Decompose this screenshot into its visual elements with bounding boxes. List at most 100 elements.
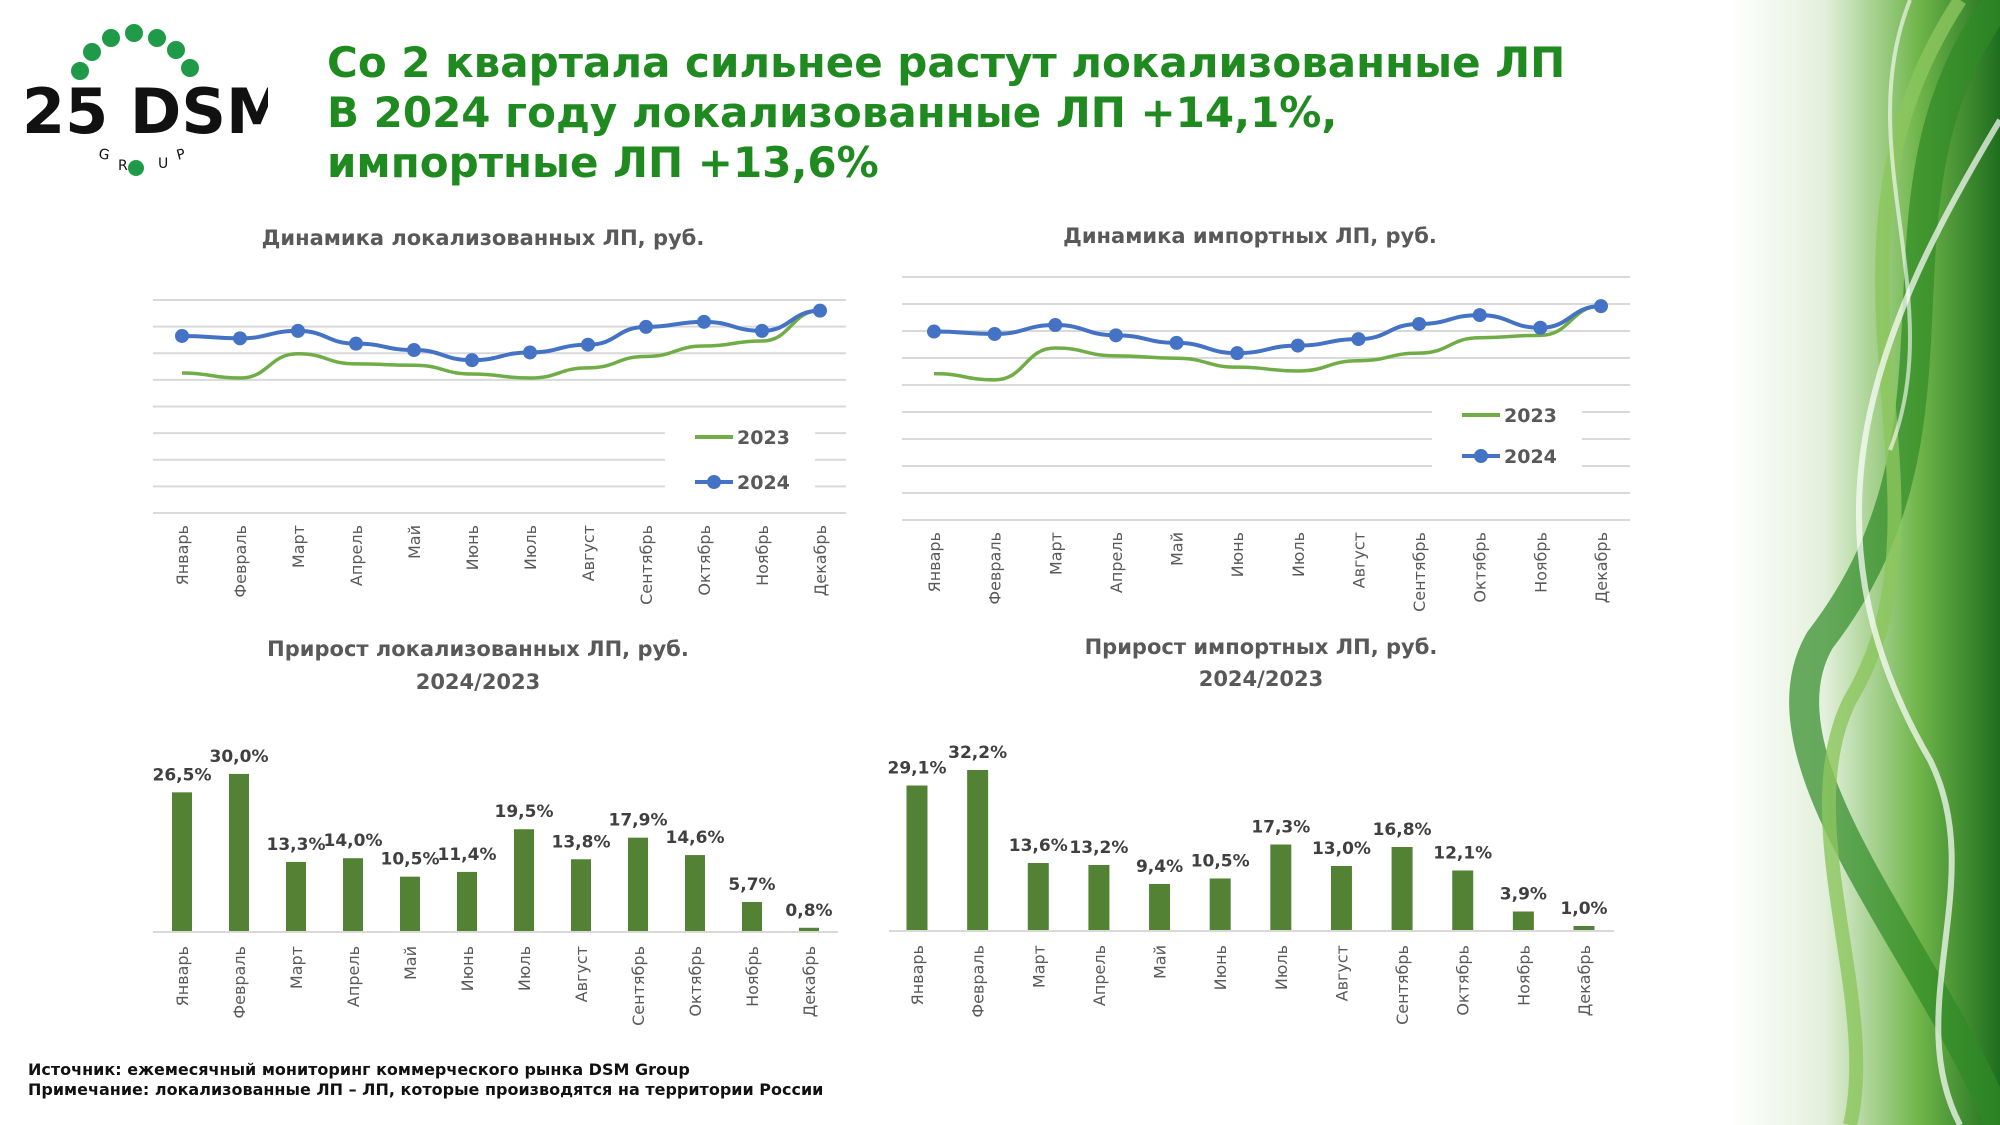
title-line-3: импортные ЛП +13,6% bbox=[327, 138, 879, 187]
x-tick-label: Октябрь bbox=[1454, 945, 1473, 1016]
data-label: 26,5% bbox=[153, 765, 212, 785]
bar bbox=[906, 785, 928, 931]
bar bbox=[1512, 911, 1534, 931]
x-tick-label: Сентябрь bbox=[1410, 532, 1429, 612]
data-label: 13,6% bbox=[1009, 836, 1068, 856]
x-tick-label: Декабрь bbox=[1575, 945, 1594, 1016]
x-tick-label: Сентябрь bbox=[629, 946, 648, 1026]
data-label: 32,2% bbox=[948, 743, 1007, 763]
data-label: 14,6% bbox=[666, 828, 725, 848]
x-tick-label: Август bbox=[572, 946, 591, 1002]
x-tick-label: Июль bbox=[1272, 945, 1291, 990]
bar bbox=[229, 773, 249, 932]
x-tick-label: Октябрь bbox=[695, 525, 714, 596]
bar bbox=[1027, 863, 1049, 931]
x-tick-label: Ноябрь bbox=[1531, 532, 1550, 593]
x-tick-label: Март bbox=[1046, 532, 1065, 575]
title-line-1: Со 2 квартала сильнее растут локализован… bbox=[327, 38, 1566, 87]
series-line-2023 bbox=[933, 304, 1602, 382]
data-label: 9,4% bbox=[1136, 857, 1183, 877]
x-tick-label: Декабрь bbox=[800, 946, 819, 1017]
x-tick-label: Декабрь bbox=[1592, 532, 1611, 603]
footer-notes: Источник: ежемесячный мониторинг коммерч… bbox=[28, 1060, 823, 1100]
chart-title: Прирост локализованных ЛП, руб. bbox=[267, 637, 689, 661]
data-point bbox=[1290, 338, 1305, 353]
data-point bbox=[639, 319, 653, 334]
data-label: 5,7% bbox=[728, 875, 775, 895]
svg-text:U: U bbox=[158, 156, 168, 172]
series-line-2024 bbox=[933, 304, 1602, 356]
x-tick-label: Январь bbox=[908, 945, 927, 1005]
data-point bbox=[813, 303, 827, 318]
line-chart-1: Динамика локализованных ЛП, руб. 2023 2024… bbox=[153, 226, 846, 605]
x-tick-label: Июль bbox=[515, 946, 534, 991]
x-tick-label: Сентябрь bbox=[1393, 945, 1412, 1025]
bar bbox=[286, 861, 306, 932]
x-tick-label: Август bbox=[1349, 532, 1368, 588]
data-point bbox=[1108, 328, 1123, 343]
data-label: 13,8% bbox=[552, 832, 611, 852]
x-tick-label: Январь bbox=[173, 946, 192, 1006]
data-label: 12,1% bbox=[1433, 844, 1492, 864]
chart-title: 2024/2023 bbox=[416, 670, 541, 694]
title-line-2: В 2024 году локализованные ЛП +14,1%, bbox=[327, 88, 1338, 137]
x-tick-label: Май bbox=[1168, 532, 1187, 566]
x-tick-label: Июнь bbox=[1228, 532, 1247, 577]
x-tick-label: Март bbox=[287, 946, 306, 989]
x-tick-label: Февраль bbox=[986, 532, 1005, 605]
x-tick-label: Декабрь bbox=[811, 525, 830, 596]
data-label: 10,5% bbox=[381, 850, 440, 870]
data-point bbox=[1533, 320, 1548, 335]
svg-text:25 DSM: 25 DSM bbox=[22, 75, 268, 148]
data-label: 13,2% bbox=[1069, 838, 1128, 858]
data-label: 1,0% bbox=[1560, 899, 1607, 919]
data-label: 17,9% bbox=[609, 811, 668, 831]
legend-label-2023: 2023 bbox=[1504, 405, 1557, 427]
x-tick-label: Ноябрь bbox=[1514, 945, 1533, 1006]
data-point bbox=[1351, 332, 1366, 347]
data-point bbox=[523, 345, 537, 360]
data-label: 29,1% bbox=[888, 759, 947, 779]
x-tick-label: Ноябрь bbox=[743, 946, 762, 1007]
data-point bbox=[291, 323, 305, 338]
data-label: 30,0% bbox=[210, 747, 269, 767]
bar bbox=[742, 901, 762, 932]
data-point bbox=[175, 328, 189, 343]
bar bbox=[967, 770, 989, 931]
bar bbox=[1088, 865, 1110, 931]
dsm-group-logo: 25 DSM G R U P bbox=[22, 24, 268, 176]
x-tick-label: Июль bbox=[1289, 532, 1308, 577]
x-tick-label: Январь bbox=[173, 525, 192, 585]
x-tick-label: Июнь bbox=[1211, 945, 1230, 990]
data-label: 13,0% bbox=[1312, 839, 1371, 859]
data-point bbox=[927, 324, 941, 339]
data-label: 11,4% bbox=[438, 845, 497, 865]
svg-text:P: P bbox=[175, 146, 187, 164]
data-label: 17,3% bbox=[1251, 818, 1310, 838]
data-label: 3,9% bbox=[1500, 885, 1547, 905]
x-tick-label: Август bbox=[1332, 945, 1351, 1001]
x-tick-label: Ноябрь bbox=[753, 525, 772, 586]
line-chart-2: Динамика импортных ЛП, руб. 2023 2024 Январ… bbox=[902, 224, 1630, 612]
data-point bbox=[233, 331, 247, 346]
data-label: 13,3% bbox=[267, 835, 326, 855]
x-tick-label: Сентябрь bbox=[637, 525, 656, 605]
bar bbox=[1452, 870, 1474, 931]
bar bbox=[628, 837, 648, 932]
svg-text:G: G bbox=[97, 146, 110, 164]
bar bbox=[1573, 926, 1595, 931]
x-tick-label: Октябрь bbox=[1471, 532, 1490, 603]
bar bbox=[799, 927, 819, 932]
source-note: Источник: ежемесячный мониторинг коммерч… bbox=[28, 1060, 690, 1079]
x-tick-label: Февраль bbox=[969, 945, 988, 1018]
bar bbox=[343, 858, 363, 932]
x-tick-label: Май bbox=[401, 946, 420, 980]
bar bbox=[1330, 866, 1352, 931]
legend-box bbox=[1432, 390, 1582, 481]
data-label: 16,8% bbox=[1373, 820, 1432, 840]
data-label: 14,0% bbox=[324, 831, 383, 851]
data-point bbox=[1169, 335, 1184, 350]
x-tick-label: Июнь bbox=[458, 946, 477, 991]
x-tick-label: Февраль bbox=[230, 946, 249, 1019]
chart-title: Динамика локализованных ЛП, руб. bbox=[262, 226, 705, 250]
